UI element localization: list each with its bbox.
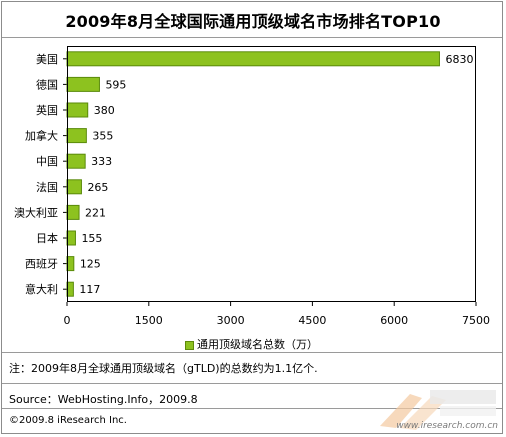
- watermark-logo: www.iresearch.com.cn: [380, 390, 498, 431]
- value-label: 155: [81, 232, 102, 245]
- x-tick-label: 0: [64, 314, 71, 327]
- category-label: 西班牙: [25, 258, 58, 271]
- legend-swatch: [185, 340, 194, 350]
- value-label: 6830: [445, 53, 473, 66]
- copyright-divider: [2, 408, 502, 409]
- value-label: 117: [79, 283, 100, 296]
- category-label: 德国: [36, 77, 58, 91]
- category-label: 英国: [36, 103, 58, 117]
- x-tick-label: 7500: [462, 314, 490, 327]
- legend-label: 通用顶级域名总数（万）: [197, 338, 318, 351]
- category-label: 法国: [36, 180, 58, 194]
- note-divider: [2, 352, 502, 353]
- x-tick-label: 1500: [135, 314, 163, 327]
- x-tick-label: 4500: [298, 314, 326, 327]
- category-label: 日本: [36, 231, 58, 245]
- legend: 通用顶级域名总数（万）: [185, 336, 318, 352]
- plot-area: [67, 46, 476, 302]
- chart-note: 注：2009年8月全球通用顶级域名（gTLD)的总数约为1.1亿个.: [9, 362, 318, 375]
- category-label: 加拿大: [25, 129, 58, 143]
- value-label: 355: [92, 130, 113, 143]
- value-label: 595: [105, 78, 126, 91]
- x-tick-label: 3000: [217, 314, 245, 327]
- category-label: 中国: [36, 155, 58, 168]
- category-label: 澳大利亚: [14, 205, 58, 219]
- category-label: 美国: [36, 53, 58, 66]
- x-tick-label: 6000: [380, 314, 408, 327]
- copyright: ©2009.8 iResearch Inc.: [9, 415, 127, 426]
- value-label: 333: [91, 155, 112, 168]
- watermark-url: www.iresearch.com.cn: [396, 421, 498, 431]
- value-label: 380: [94, 104, 115, 117]
- chart-title: 2009年8月全球国际通用顶级域名市场排名TOP10: [65, 12, 441, 31]
- title-divider: [2, 37, 502, 38]
- value-label: 265: [87, 181, 108, 194]
- value-label: 221: [85, 206, 106, 219]
- value-label: 125: [80, 258, 101, 271]
- category-label: 意大利: [25, 282, 58, 296]
- source-divider: [2, 383, 502, 384]
- chart-source: Source：WebHosting.Info，2009.8: [9, 393, 198, 406]
